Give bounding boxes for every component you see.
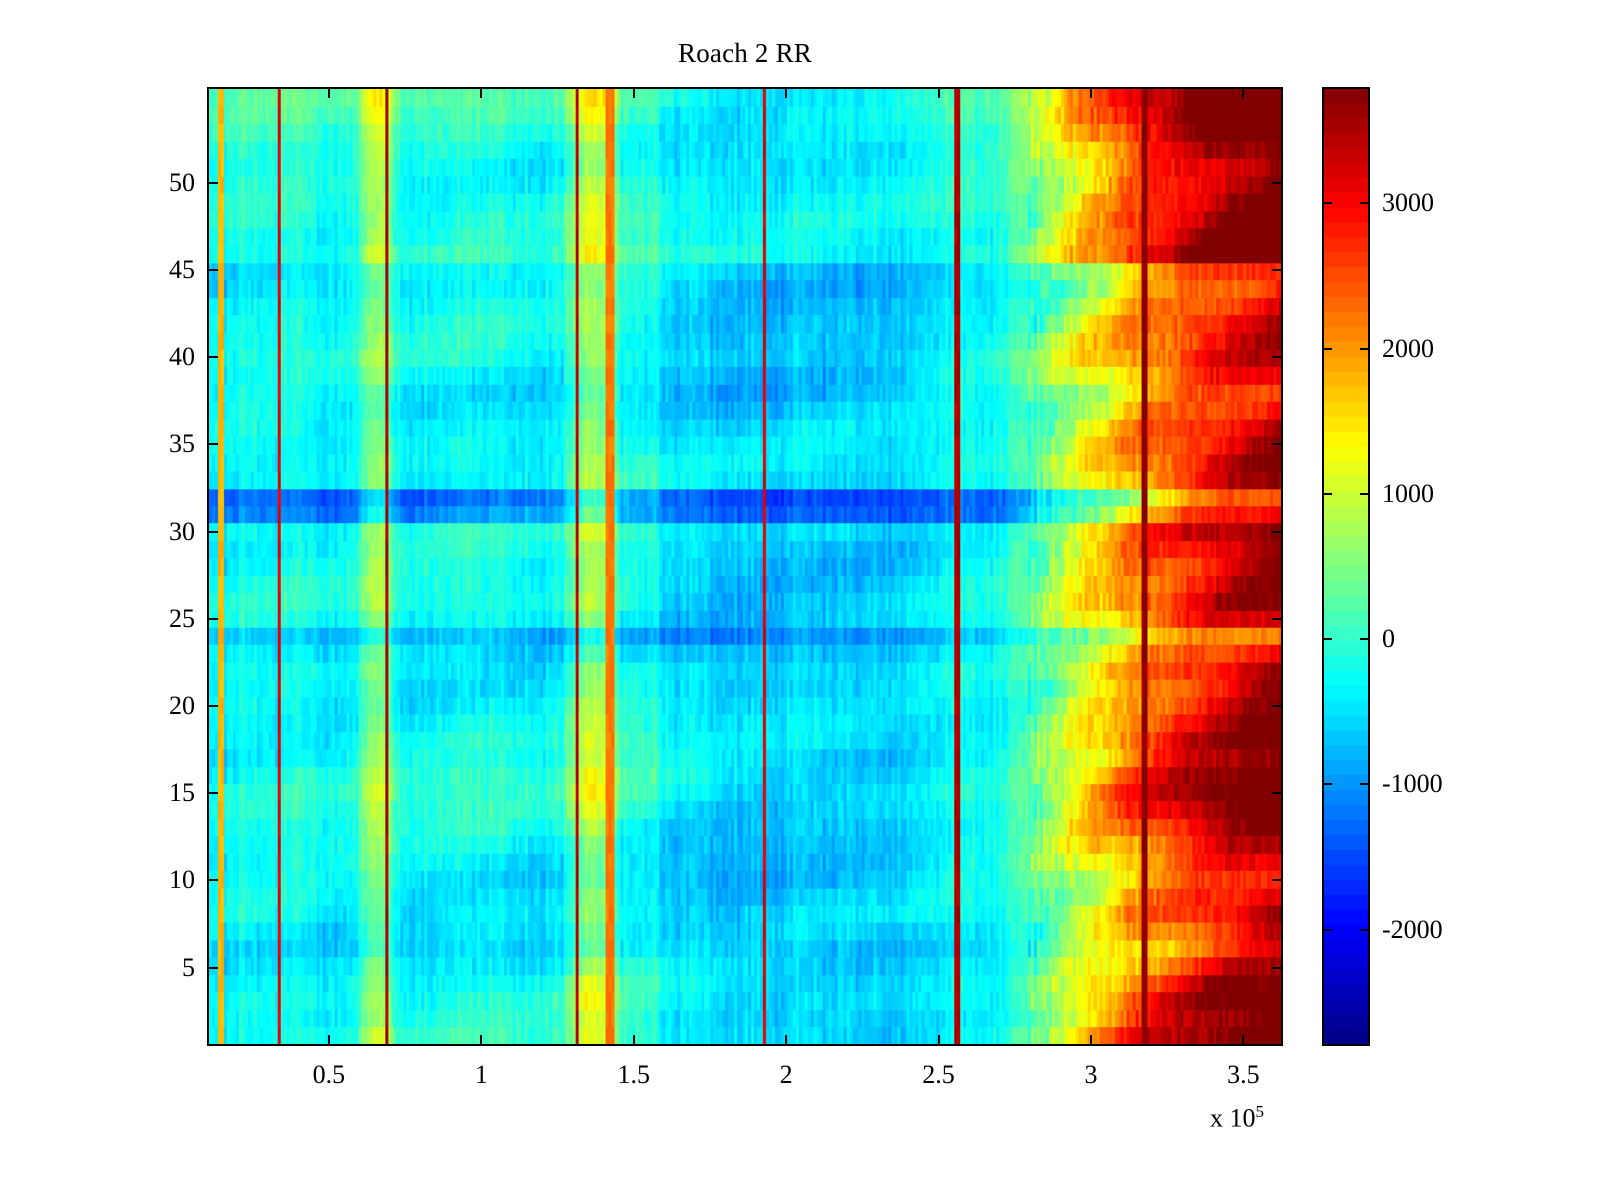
x-axis-tick [327, 1035, 330, 1044]
y-axis-tick-label: 50 [169, 167, 195, 197]
colorbar-tick-left [1324, 202, 1332, 205]
x-axis-tick-label: 2 [779, 1060, 793, 1089]
y-axis-tick-label: 45 [169, 255, 195, 285]
y-axis-tick [209, 530, 218, 533]
colorbar-tick-left [1324, 492, 1332, 495]
colorbar-tick-label: -1000 [1382, 769, 1443, 799]
colorbar-tick-label: 3000 [1382, 188, 1434, 218]
y-axis-tick [209, 269, 218, 272]
y-axis-tick-right [1272, 530, 1281, 533]
y-axis-tick-label: 10 [169, 865, 195, 895]
y-axis-tick [209, 617, 218, 620]
x-axis-tick-top [327, 89, 330, 98]
colorbar[interactable] [1322, 87, 1370, 1046]
y-axis-tick-right [1272, 443, 1281, 446]
x-axis-tick [480, 1035, 483, 1044]
colorbar-tick-label: 0 [1382, 624, 1395, 654]
y-axis-tick-right [1272, 269, 1281, 272]
heatmap-axes[interactable] [207, 87, 1283, 1046]
y-axis-tick-right [1272, 181, 1281, 184]
y-axis-tick-right [1272, 792, 1281, 795]
y-axis-tick-right [1272, 879, 1281, 882]
colorbar-gradient [1324, 89, 1368, 1044]
x-axis-tick-top [480, 89, 483, 98]
colorbar-tick-left [1324, 347, 1332, 350]
x-axis-exponent-power: 5 [1255, 1102, 1265, 1121]
colorbar-tick-label: -2000 [1382, 914, 1443, 944]
colorbar-tick-right [1360, 492, 1368, 495]
y-axis-tick-label: 40 [169, 342, 195, 372]
heatmap-image [209, 89, 1281, 1044]
x-axis-tick-label: 1 [474, 1060, 488, 1089]
figure-title: Roach 2 RR [678, 38, 812, 68]
y-axis-tick-label: 20 [169, 690, 195, 720]
x-axis-tick-top [1089, 89, 1092, 98]
y-axis-tick-label: 25 [169, 603, 195, 633]
x-axis-tick-top [1242, 89, 1245, 98]
colorbar-tick-right [1360, 638, 1368, 641]
x-axis-tick-top [632, 89, 635, 98]
colorbar-tick-left [1324, 638, 1332, 641]
y-axis-tick-label: 15 [169, 778, 195, 808]
y-axis-tick [209, 181, 218, 184]
colorbar-tick-right [1360, 928, 1368, 931]
x-axis-tick-top [937, 89, 940, 98]
y-axis-tick [209, 356, 218, 359]
colorbar-tick-left [1324, 928, 1332, 931]
colorbar-tick-right [1360, 202, 1368, 205]
colorbar-tick-left [1324, 783, 1332, 786]
y-axis-tick-right [1272, 617, 1281, 620]
colorbar-tick-label: 1000 [1382, 478, 1434, 508]
y-axis-tick-label: 35 [169, 429, 195, 459]
y-axis-tick [209, 443, 218, 446]
y-axis-tick-right [1272, 966, 1281, 969]
x-axis-tick-label: 2.5 [922, 1060, 955, 1089]
x-axis-tick-label: 1.5 [617, 1060, 650, 1089]
x-axis-tick [785, 1035, 788, 1044]
colorbar-tick-right [1360, 783, 1368, 786]
y-axis-tick [209, 879, 218, 882]
x-axis-tick [1242, 1035, 1245, 1044]
x-axis-tick [1089, 1035, 1092, 1044]
y-axis-tick-label: 5 [182, 952, 195, 982]
x-axis-exponent-label: x 105 [1210, 1102, 1264, 1134]
y-axis-tick-right [1272, 704, 1281, 707]
y-axis-tick [209, 792, 218, 795]
y-axis-tick-label: 30 [169, 516, 195, 546]
x-axis-exponent-base: x 10 [1210, 1103, 1256, 1133]
y-axis-tick [209, 704, 218, 707]
y-axis-tick-right [1272, 356, 1281, 359]
colorbar-tick-right [1360, 347, 1368, 350]
x-axis-tick [937, 1035, 940, 1044]
x-axis-tick-label: 3 [1084, 1060, 1098, 1089]
x-axis-tick-label: 0.5 [312, 1060, 346, 1089]
x-axis-tick-top [785, 89, 788, 98]
x-axis-tick [632, 1035, 635, 1044]
x-axis-tick-label: 3.5 [1227, 1060, 1260, 1089]
colorbar-tick-label: 2000 [1382, 333, 1434, 363]
y-axis-tick [209, 966, 218, 969]
